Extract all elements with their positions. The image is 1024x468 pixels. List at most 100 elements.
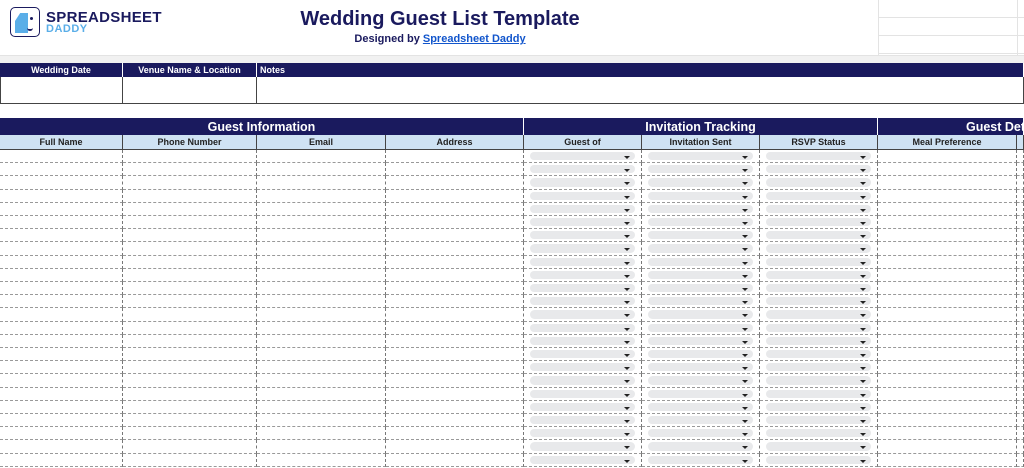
table-cell[interactable] [0,216,123,230]
table-cell[interactable] [878,400,1017,414]
table-cell[interactable] [257,163,386,177]
dropdown-chevron-down-icon[interactable] [648,323,753,332]
dropdown-chevron-down-icon[interactable] [530,231,635,240]
table-cell[interactable] [878,150,1017,164]
table-cell[interactable] [760,295,878,309]
dropdown-chevron-down-icon[interactable] [766,416,871,425]
dropdown-chevron-down-icon[interactable] [530,416,635,425]
table-cell[interactable] [123,150,257,164]
table-cell[interactable] [0,150,123,164]
dropdown-chevron-down-icon[interactable] [766,323,871,332]
table-cell[interactable] [524,387,642,401]
table-cell[interactable] [123,414,257,428]
table-cell[interactable] [760,321,878,335]
table-cell[interactable] [257,427,386,441]
dropdown-chevron-down-icon[interactable] [648,204,753,213]
table-cell[interactable] [386,440,524,454]
table-cell[interactable] [386,242,524,256]
table-cell[interactable] [642,268,760,282]
dropdown-chevron-down-icon[interactable] [648,270,753,279]
table-cell[interactable] [1017,202,1024,216]
dropdown-chevron-down-icon[interactable] [766,191,871,200]
table-cell[interactable] [878,453,1017,467]
dropdown-chevron-down-icon[interactable] [766,350,871,359]
table-cell[interactable] [1017,308,1024,322]
spreadsheet-daddy-link[interactable]: Spreadsheet Daddy [422,33,526,45]
dropdown-chevron-down-icon[interactable] [530,165,635,174]
table-cell[interactable] [524,216,642,230]
table-cell[interactable] [878,308,1017,322]
table-cell[interactable] [642,150,760,164]
table-cell[interactable] [524,202,642,216]
table-cell[interactable] [524,427,642,441]
table-cell[interactable] [524,189,642,203]
table-cell[interactable] [642,255,760,269]
dropdown-chevron-down-icon[interactable] [530,376,635,385]
dropdown-chevron-down-icon[interactable] [530,402,635,411]
table-cell[interactable] [123,268,257,282]
dropdown-chevron-down-icon[interactable] [766,257,871,266]
dropdown-chevron-down-icon[interactable] [766,218,871,227]
table-cell[interactable] [386,150,524,164]
table-cell[interactable] [257,255,386,269]
dropdown-chevron-down-icon[interactable] [766,402,871,411]
dropdown-chevron-down-icon[interactable] [530,363,635,372]
table-cell[interactable] [386,387,524,401]
table-cell[interactable] [257,414,386,428]
table-cell[interactable] [642,295,760,309]
dropdown-chevron-down-icon[interactable] [766,165,871,174]
dropdown-chevron-down-icon[interactable] [766,152,871,161]
dropdown-chevron-down-icon[interactable] [766,178,871,187]
table-cell[interactable] [642,229,760,243]
table-cell[interactable] [123,361,257,375]
table-cell[interactable] [123,202,257,216]
dropdown-chevron-down-icon[interactable] [648,310,753,319]
table-cell[interactable] [257,176,386,190]
dropdown-chevron-down-icon[interactable] [530,270,635,279]
table-cell[interactable] [878,295,1017,309]
table-cell[interactable] [760,348,878,362]
dropdown-chevron-down-icon[interactable] [766,429,871,438]
table-cell[interactable] [123,229,257,243]
table-cell[interactable] [1017,176,1024,190]
table-cell[interactable] [0,163,123,177]
table-cell[interactable] [760,255,878,269]
table-cell[interactable] [524,295,642,309]
dropdown-chevron-down-icon[interactable] [766,204,871,213]
dropdown-chevron-down-icon[interactable] [766,310,871,319]
table-cell[interactable] [257,242,386,256]
table-cell[interactable] [0,427,123,441]
table-cell[interactable] [0,255,123,269]
dropdown-chevron-down-icon[interactable] [530,297,635,306]
table-cell[interactable] [642,427,760,441]
table-cell[interactable] [123,387,257,401]
table-cell[interactable] [642,440,760,454]
table-cell[interactable] [1017,387,1024,401]
table-cell[interactable] [386,229,524,243]
table-cell[interactable] [524,334,642,348]
table-cell[interactable] [642,202,760,216]
table-cell[interactable] [1017,361,1024,375]
table-cell[interactable] [878,361,1017,375]
table-cell[interactable] [1017,268,1024,282]
table-cell[interactable] [760,400,878,414]
table-cell[interactable] [642,163,760,177]
venue-input[interactable] [123,77,257,104]
table-cell[interactable] [386,374,524,388]
dropdown-chevron-down-icon[interactable] [648,350,753,359]
table-cell[interactable] [386,453,524,467]
table-cell[interactable] [524,308,642,322]
table-cell[interactable] [386,361,524,375]
table-cell[interactable] [524,321,642,335]
table-cell[interactable] [257,216,386,230]
table-cell[interactable] [524,400,642,414]
table-cell[interactable] [760,440,878,454]
table-cell[interactable] [257,374,386,388]
table-cell[interactable] [386,255,524,269]
table-cell[interactable] [1017,427,1024,441]
table-cell[interactable] [760,163,878,177]
table-cell[interactable] [257,334,386,348]
table-cell[interactable] [257,440,386,454]
table-cell[interactable] [878,348,1017,362]
table-cell[interactable] [257,387,386,401]
